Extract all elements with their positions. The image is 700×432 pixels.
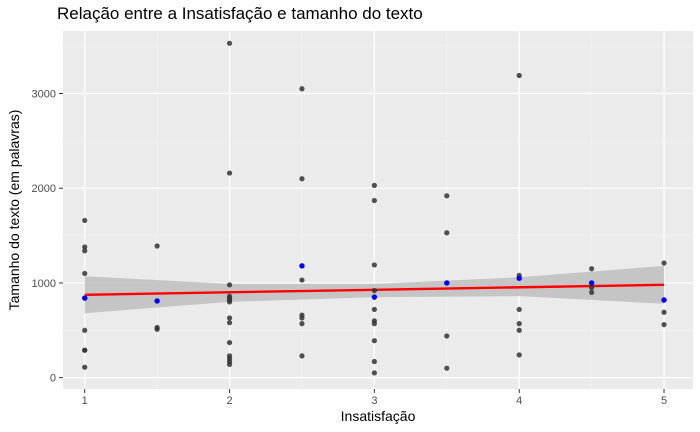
group-mean-point: [588, 280, 595, 286]
observation-point: [154, 243, 160, 249]
observation-point: [516, 306, 522, 313]
y-axis: 0 1000 2000 3000: [32, 89, 63, 385]
observation-point: [226, 320, 233, 326]
observation-point: [299, 315, 305, 321]
observation-point: [82, 217, 88, 224]
x-tick-label: 1: [82, 395, 88, 407]
observation-point: [589, 285, 595, 291]
observation-point: [444, 365, 450, 371]
group-mean-point: [371, 294, 378, 300]
observation-point: [226, 40, 233, 46]
observation-point: [516, 352, 522, 358]
observation-point: [226, 282, 233, 288]
observation-point: [226, 315, 233, 321]
y-tick-label: 3000: [32, 89, 56, 101]
observation-point: [516, 72, 522, 79]
observation-point: [82, 248, 88, 254]
observation-point: [371, 262, 377, 268]
observation-point: [371, 197, 377, 204]
group-mean-point: [444, 280, 450, 286]
observation-point: [299, 86, 305, 92]
observation-point: [371, 306, 377, 313]
observation-point: [661, 321, 667, 328]
y-axis-title: Tamanho do texto (em palavras): [6, 110, 22, 311]
observation-point: [82, 347, 88, 353]
group-mean-point: [661, 297, 667, 303]
group-mean-point: [82, 295, 88, 301]
observation-point: [371, 321, 377, 327]
group-mean-point: [516, 275, 522, 281]
x-tick-label: 2: [226, 395, 232, 407]
x-axis-title: Insatisfação: [341, 408, 416, 424]
observation-point: [226, 170, 233, 176]
observation-point: [82, 327, 88, 333]
x-tick-label: 3: [371, 395, 377, 407]
observation-point: [661, 260, 667, 266]
observation-point: [82, 244, 88, 250]
observation-point: [589, 266, 595, 272]
observation-point: [661, 309, 667, 315]
group-mean-point: [154, 298, 160, 304]
observation-point: [226, 299, 233, 305]
observation-points: [82, 40, 667, 376]
observation-point: [154, 326, 160, 332]
observation-point: [371, 338, 377, 344]
group-mean-point: [299, 263, 305, 269]
group-mean-points: [82, 263, 667, 304]
observation-point: [299, 176, 305, 182]
observation-point: [226, 339, 233, 346]
y-tick-label: 0: [50, 373, 56, 385]
observation-point: [82, 270, 88, 277]
observation-point: [82, 364, 88, 370]
x-tick-label: 5: [661, 395, 667, 407]
observation-point: [371, 182, 377, 188]
x-tick-label: 4: [516, 395, 522, 407]
observation-point: [371, 358, 377, 365]
observation-point: [299, 277, 305, 283]
observation-point: [444, 193, 450, 199]
x-axis: 1 2 3 4 5: [82, 389, 667, 407]
y-tick-label: 2000: [32, 183, 56, 195]
observation-point: [444, 333, 450, 339]
observation-point: [299, 353, 305, 359]
observation-point: [516, 327, 522, 333]
grid-minor: [63, 31, 693, 389]
observation-point: [444, 230, 450, 236]
observation-point: [371, 287, 377, 294]
y-tick-label: 1000: [32, 278, 56, 290]
plot-panel: [63, 31, 693, 389]
observation-point: [589, 289, 595, 295]
observation-point: [516, 321, 522, 327]
observation-point: [371, 370, 377, 376]
observation-point: [299, 321, 305, 327]
observation-point: [226, 361, 233, 367]
chart-title: Relação entre a Insatisfação e tamanho d…: [57, 4, 423, 23]
